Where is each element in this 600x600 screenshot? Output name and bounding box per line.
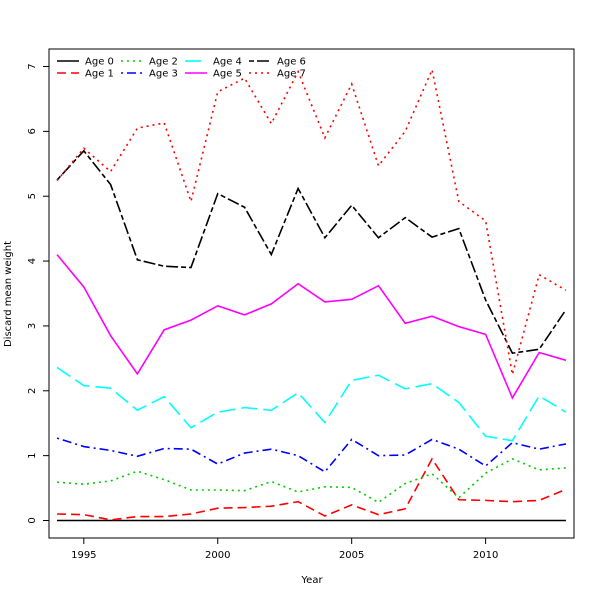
legend-label-age-0: Age 0 — [85, 57, 114, 68]
legend-label-age-1: Age 1 — [85, 69, 114, 80]
y-tick-label-4: 4 — [27, 258, 38, 264]
y-tick-label-5: 5 — [27, 193, 38, 199]
legend-label-age-3: Age 3 — [149, 69, 178, 80]
legend-label-age-7: Age 7 — [277, 69, 306, 80]
legend-item-age-6: Age 6 — [249, 57, 306, 68]
legend-label-age-4: Age 4 — [213, 57, 242, 68]
legend-item-age-1: Age 1 — [57, 69, 114, 80]
y-tick-label-3: 3 — [27, 323, 38, 329]
legend-item-age-5: Age 5 — [185, 69, 242, 80]
series-line-age-5 — [56, 254, 567, 400]
legend-label-age-6: Age 6 — [277, 57, 306, 68]
y-axis: 0 1 2 3 4 5 6 7 — [27, 63, 50, 524]
series-line-age-3 — [56, 437, 567, 473]
x-axis-title: Year — [300, 575, 323, 586]
series-lines — [56, 67, 567, 522]
legend-item-age-2: Age 2 — [121, 57, 178, 68]
y-tick-label-7: 7 — [27, 63, 38, 69]
series-line-age-4 — [56, 366, 567, 442]
y-tick-label-6: 6 — [27, 128, 38, 134]
y-axis-title: Discard mean weight — [3, 241, 14, 347]
series-line-age-2 — [56, 457, 567, 504]
legend-item-age-3: Age 3 — [121, 69, 178, 80]
x-axis: 1995 2000 2005 2010 — [71, 537, 498, 561]
series-line-age-1 — [57, 457, 567, 521]
legend-item-age-4: Age 4 — [185, 57, 242, 68]
y-tick-label-1: 1 — [27, 452, 38, 458]
legend-item-age-7: Age 7 — [249, 69, 306, 80]
legend-label-age-5: Age 5 — [213, 69, 242, 80]
y-tick-label-2: 2 — [27, 388, 38, 394]
series-line-age-7 — [56, 67, 567, 375]
legend-label-age-2: Age 2 — [149, 57, 178, 68]
series-line-age-6 — [56, 149, 567, 355]
x-tick-label-2005: 2005 — [339, 550, 364, 561]
y-tick-label-0: 0 — [27, 517, 38, 523]
x-tick-label-2010: 2010 — [473, 550, 498, 561]
x-tick-label-1995: 1995 — [71, 550, 96, 561]
legend-item-age-0: Age 0 — [57, 57, 114, 68]
x-tick-label-2000: 2000 — [205, 550, 230, 561]
